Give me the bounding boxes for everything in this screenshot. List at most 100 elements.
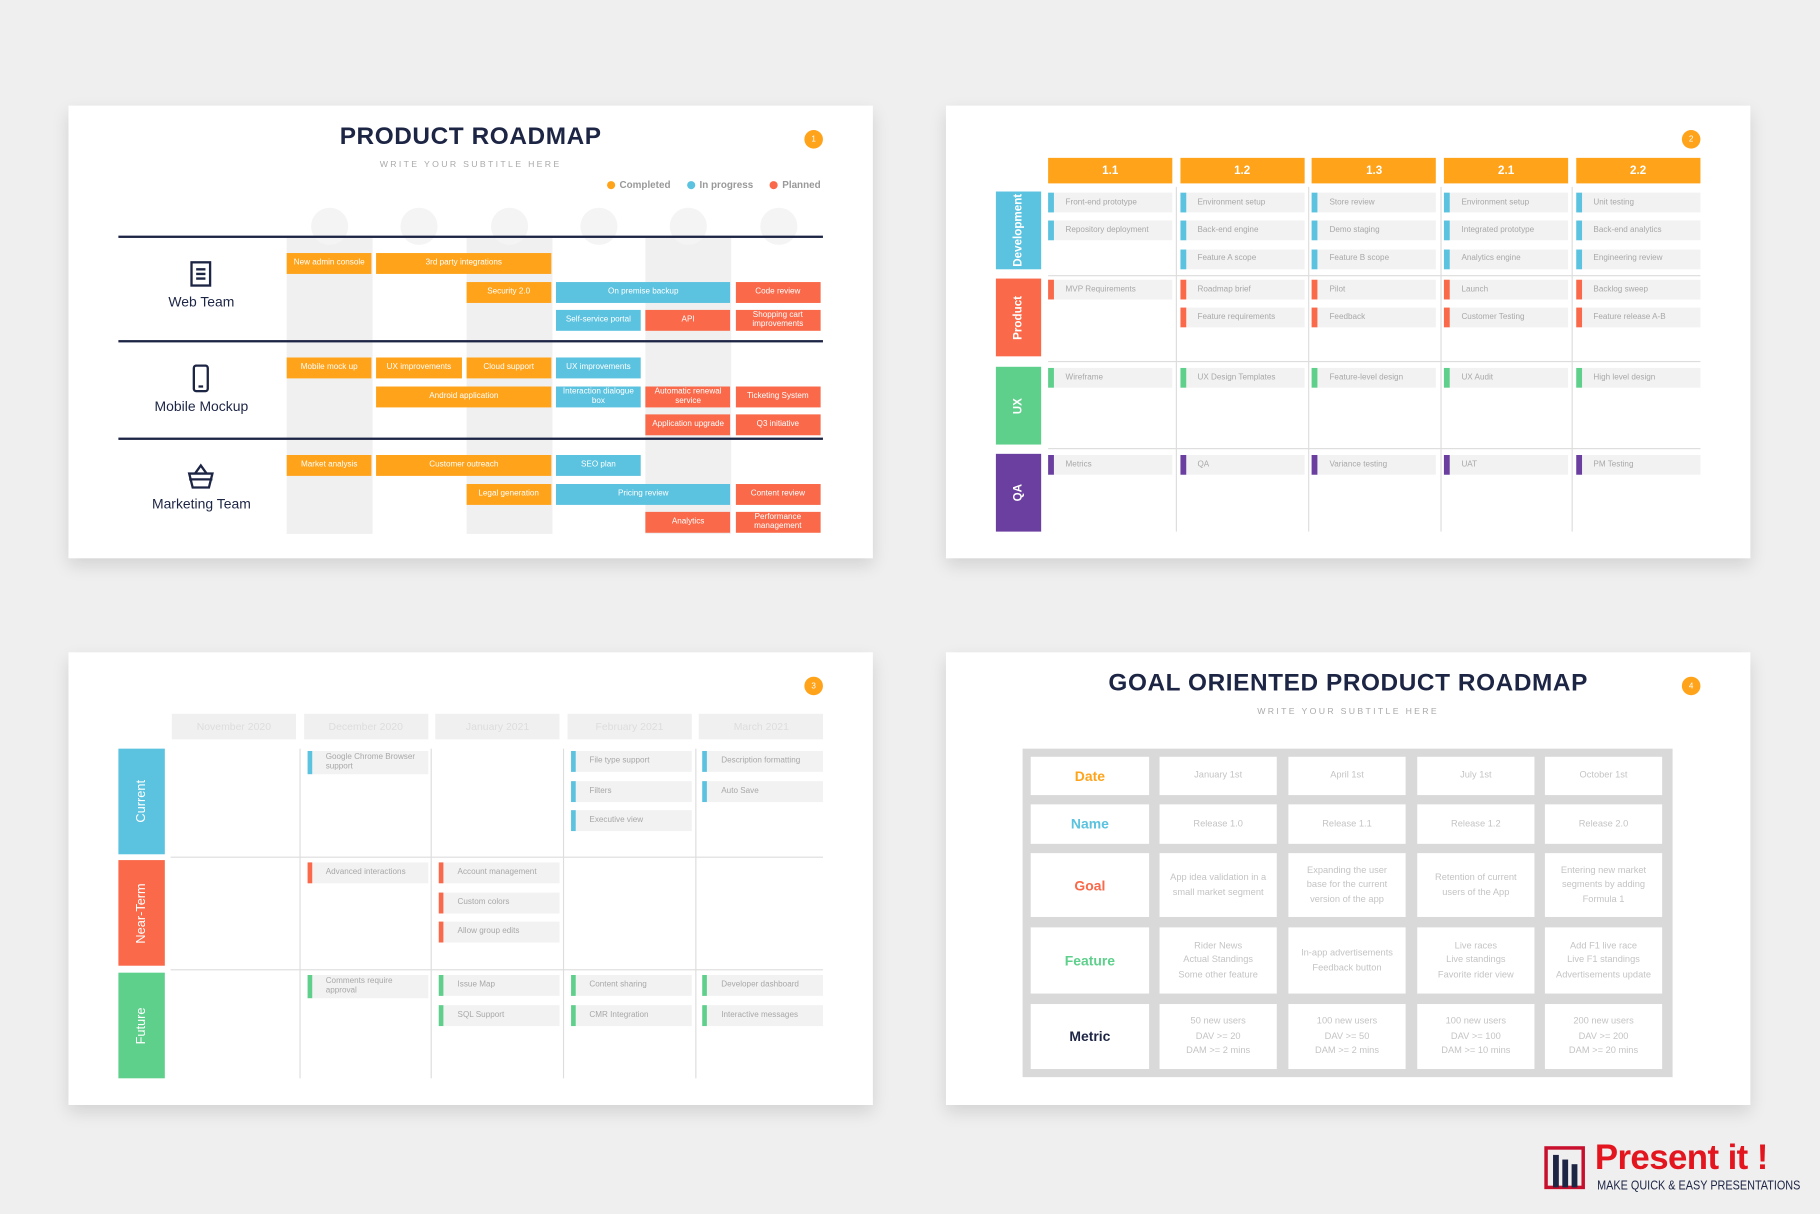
column-divider: [1175, 186, 1177, 532]
task-item: Environment setup: [1180, 192, 1305, 213]
column-marker: [669, 207, 708, 245]
task-item: PM Testing: [1576, 454, 1701, 475]
task-item: Launch: [1444, 279, 1569, 300]
brand-logo: Present it ! MAKE QUICK & EASY PRESENTATI…: [1544, 1139, 1805, 1199]
task-bar: Cloud support: [466, 357, 552, 379]
slide: 2 1.1 1.2 1.3 2.1 2.2 Development Front-end pro…: [945, 105, 1751, 559]
table-cell: App idea validation in a small market se…: [1159, 853, 1277, 917]
task-item: Description formatting: [702, 750, 824, 772]
task-bar: Automatic renewal service: [645, 385, 731, 407]
task-bar: 3rd party integrations: [376, 253, 552, 274]
slide-number: 1: [804, 129, 823, 149]
cell-text: Add F1 live race: [1569, 939, 1638, 951]
task-item: UX Design Templates: [1180, 367, 1305, 388]
month-header: March 2021: [699, 713, 824, 740]
icon: [192, 364, 209, 393]
task-item: Repository deployment: [1048, 220, 1173, 241]
logo-tagline: MAKE QUICK & EASY PRESENTATIONS: [1597, 1179, 1801, 1194]
task-bar: Android application: [376, 385, 552, 407]
slide-title: GOAL ORIENTED PRODUCT ROADMAP: [1108, 669, 1588, 697]
task-bar: Market analysis: [286, 454, 372, 476]
team-name: Mobile Mockup: [154, 398, 249, 415]
row-tab: QA: [995, 453, 1042, 532]
table-cell: January 1st: [1159, 756, 1277, 796]
slide: 3 November 2020 December 2020 January 2021 F…: [68, 652, 873, 1105]
slide-title: PRODUCT ROADMAP: [339, 123, 602, 150]
column-marker: [400, 207, 438, 245]
task-item: Front-end prototype: [1048, 192, 1173, 213]
table-cell: 100 new users DAV >= 50 DAM >= 2 mins: [1288, 1004, 1406, 1070]
team-name: Marketing Team: [151, 495, 251, 512]
cell-text: 50 new users: [1190, 1015, 1246, 1027]
row-divider: [118, 437, 823, 440]
task-bar: Q3 initiative: [735, 414, 821, 436]
row-divider: [1048, 448, 1701, 450]
task-item: Wireframe: [1048, 367, 1173, 388]
row-label: Product: [1012, 295, 1025, 340]
task-item: Unit testing: [1576, 192, 1701, 213]
task-bar: Pricing review: [555, 483, 731, 505]
task-item: Executive view: [570, 810, 692, 832]
task-item: Google Chrome Browser support: [307, 750, 428, 775]
row-divider: [170, 969, 823, 971]
table-cell: Rider News Actual Standings Some other fea…: [1159, 927, 1277, 994]
cell-text: App idea validation in a small market se…: [1170, 871, 1267, 897]
row-tab: Current: [118, 748, 165, 855]
row-header: Feature: [1030, 927, 1150, 994]
task-bar: Customer outreach: [376, 454, 552, 476]
logo-icon: [1544, 1146, 1585, 1190]
legend-label: Planned: [782, 178, 821, 191]
row-label: QA: [1012, 484, 1025, 502]
task-item: Pilot: [1312, 279, 1437, 300]
legend-dot: [686, 180, 695, 189]
row-divider: [1048, 275, 1701, 277]
task-bar: Interaction dialogue box: [555, 385, 641, 407]
task-item: MVP Requirements: [1048, 279, 1173, 300]
release-header: 1.3: [1312, 157, 1437, 184]
team-icon: [187, 260, 215, 288]
row-header: Name: [1030, 804, 1150, 844]
column-divider: [695, 748, 697, 1079]
cell-text: Live F1 standings: [1567, 954, 1640, 965]
row-header: Goal: [1030, 853, 1150, 917]
task-item: Feedback: [1312, 308, 1437, 328]
task-item: QA: [1180, 454, 1305, 475]
team-icon: [187, 462, 215, 490]
cell-text: DAM >= 2 mins: [1314, 1044, 1379, 1056]
task-item: UX Audit: [1444, 367, 1569, 388]
team-icon: [187, 364, 215, 393]
task-bar: Self-service portal: [555, 309, 641, 331]
cell-text: Live races: [1454, 939, 1498, 951]
cell-text: Rider News: [1194, 939, 1243, 951]
column-divider: [1571, 186, 1573, 532]
month-header: November 2020: [171, 713, 296, 740]
slide: PRODUCT ROADMAP WRITE YOUR SUBTITLE HERE 1…: [68, 105, 873, 559]
cell-text: Entering new market segments by adding F…: [1560, 864, 1647, 904]
task-bar: New admin console: [286, 253, 372, 274]
table-cell: Live races Live standings Favorite rider v…: [1417, 927, 1535, 994]
task-item: Content sharing: [570, 974, 692, 996]
legend: Completed In progress Planned: [510, 178, 821, 191]
table-cell: Expanding the user base for the current …: [1288, 853, 1406, 917]
cell-text: July 1st: [1460, 769, 1492, 781]
slide: GOAL ORIENTED PRODUCT ROADMAP WRITE YOUR …: [945, 652, 1751, 1105]
task-item: Store review: [1312, 192, 1437, 213]
task-item: Backlog sweep: [1576, 279, 1701, 300]
row-header: Metric: [1030, 1004, 1150, 1070]
team-name: Web Team: [168, 293, 235, 310]
cell-text: 200 new users: [1573, 1015, 1634, 1027]
task-item: Variance testing: [1312, 454, 1437, 475]
task-item: Interactive messages: [702, 1004, 824, 1026]
row-tab: Development: [995, 191, 1042, 270]
task-item: Engineering review: [1576, 249, 1701, 270]
task-item: Customer Testing: [1444, 308, 1569, 328]
table-cell: Retention of current users of the App: [1417, 853, 1535, 917]
row-tab: Product: [995, 278, 1042, 357]
row-label: Near-Term: [134, 882, 149, 944]
cell-text: DAM >= 20 mins: [1568, 1044, 1639, 1056]
cell-text: Favorite rider view: [1437, 968, 1514, 980]
task-item: Comments require approval: [307, 974, 428, 999]
table-cell: Release 1.0: [1159, 804, 1277, 844]
row-label: Development: [1012, 193, 1025, 267]
